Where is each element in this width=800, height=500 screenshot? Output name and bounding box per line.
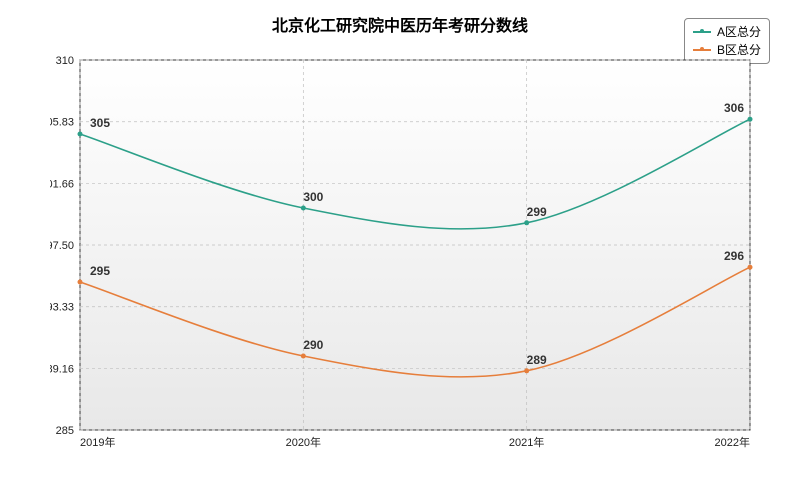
series-b-point [748,265,753,270]
x-tick-label: 2020年 [286,435,321,449]
y-tick-label: 301.66 [50,178,74,190]
legend-item-a: A区总分 [693,23,761,41]
series-a-point [301,206,306,211]
series-a-point [748,117,753,122]
series-b-value-label: 295 [90,264,110,278]
series-a-point [524,220,529,225]
series-b-point [301,354,306,359]
y-tick-label: 293.33 [50,302,74,314]
legend-swatch-b [693,49,711,51]
series-b-value-label: 289 [527,353,547,367]
series-b-point [524,368,529,373]
x-tick-label: 2022年 [715,435,750,449]
series-b-value-label: 296 [724,249,744,263]
y-tick-label: 310 [56,55,74,67]
chart-svg: 285 289.16 293.33 297.50 301.66 305.83 310 2019… [50,55,770,455]
series-a-value-label: 306 [724,101,744,115]
legend-swatch-a [693,31,711,33]
series-a-point [78,132,83,137]
x-tick-label: 2019年 [80,435,115,449]
series-a-value-label: 305 [90,116,110,130]
plot-area: 285 289.16 293.33 297.50 301.66 305.83 310 2019… [50,55,770,455]
y-tick-label: 297.50 [50,240,74,252]
legend-label-a: A区总分 [717,23,761,41]
series-b-point [78,280,83,285]
series-a-value-label: 299 [527,205,547,219]
y-tick-label: 305.83 [50,117,74,129]
series-a-value-label: 300 [303,190,323,204]
y-tick-label: 289.16 [50,363,74,375]
series-b-value-label: 290 [303,338,323,352]
chart-container: 北京化工研究院中医历年考研分数线 A区总分 B区总分 285289.16293.… [0,0,800,500]
x-tick-label: 2021年 [509,435,544,449]
y-tick-label: 285 [56,425,74,437]
chart-title: 北京化工研究院中医历年考研分数线 [0,12,800,36]
